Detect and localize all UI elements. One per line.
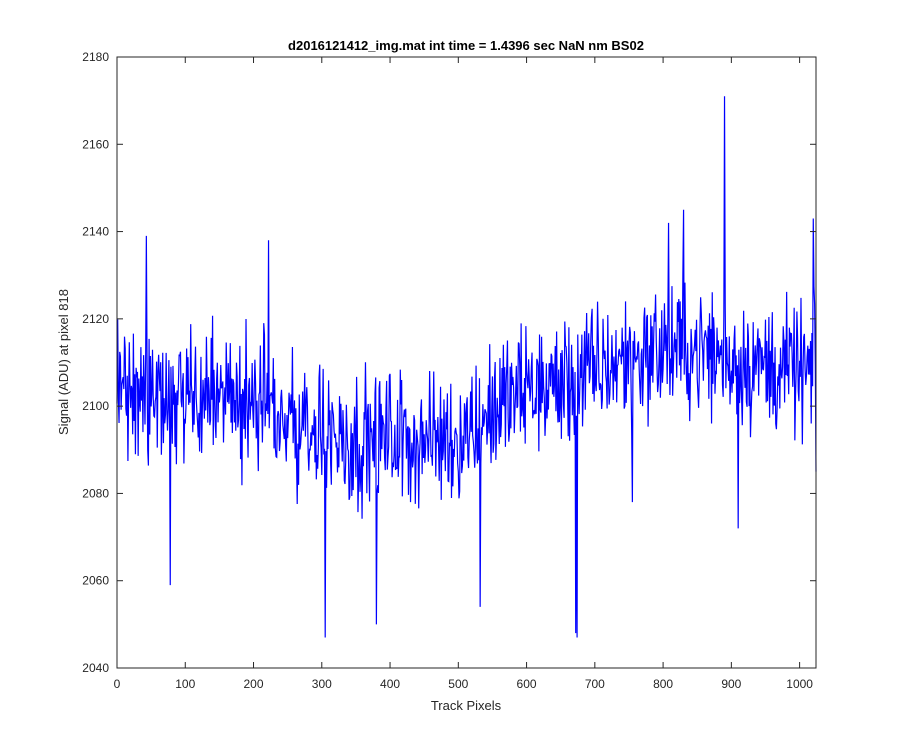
axes-box: [116, 56, 817, 669]
x-tick-label: 300: [312, 677, 332, 691]
y-axis-label: Signal (ADU) at pixel 818: [56, 289, 71, 435]
x-tick-label: 500: [448, 677, 468, 691]
series-layer: [116, 96, 817, 638]
x-tick-label: 800: [653, 677, 673, 691]
series-line: [116, 96, 817, 638]
y-tick-label: 2040: [82, 661, 109, 675]
x-tick-label: 100: [175, 677, 195, 691]
y-tick-label: 2160: [82, 137, 109, 151]
y-tick-label: 2120: [82, 312, 109, 326]
x-axis: 0 100 200 300 400 500 600 700 800 900 1000: [114, 57, 813, 691]
x-axis-label: Track Pixels: [431, 698, 502, 713]
y-tick-label: 2140: [82, 225, 109, 239]
chart-title: d2016121412_img.mat int time = 1.4396 se…: [288, 38, 644, 53]
y-tick-label: 2060: [82, 574, 109, 588]
y-axis: 2040 2060 2080 2100 2120 2140 2160 2180: [82, 50, 816, 675]
x-tick-label: 900: [721, 677, 741, 691]
x-tick-label: 400: [380, 677, 400, 691]
x-tick-label: 600: [517, 677, 537, 691]
y-tick-label: 2180: [82, 50, 109, 64]
y-tick-label: 2080: [82, 486, 109, 500]
x-tick-label: 200: [244, 677, 264, 691]
y-tick-label: 2100: [82, 399, 109, 413]
x-tick-label: 700: [585, 677, 605, 691]
x-tick-label: 0: [114, 677, 121, 691]
x-tick-label: 1000: [786, 677, 813, 691]
